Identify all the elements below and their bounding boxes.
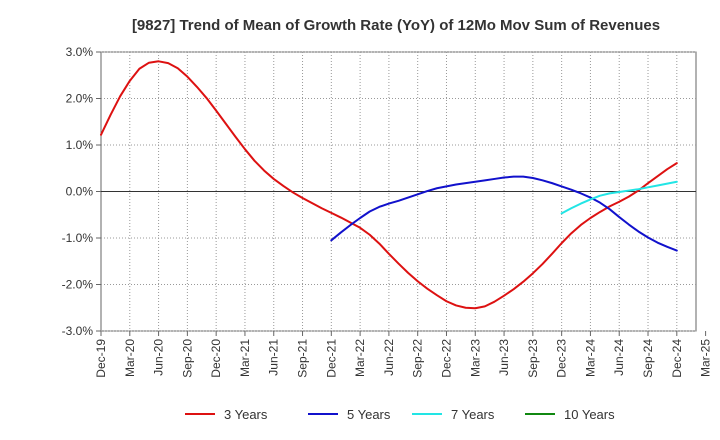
legend-label: 10 Years xyxy=(564,407,615,422)
series-layer xyxy=(100,60,678,310)
x-tick-label: Dec-23 xyxy=(555,339,569,378)
chart-title: [9827] Trend of Mean of Growth Rate (YoY… xyxy=(132,17,660,34)
x-tick-label: Mar-23 xyxy=(468,339,482,377)
x-tick-label: Mar-20 xyxy=(123,339,137,377)
x-tick-label: Jun-24 xyxy=(612,339,626,376)
series-line-5-years xyxy=(330,175,678,252)
x-tick-label: Mar-24 xyxy=(583,339,597,377)
y-axis: 3.0% 2.0% 1.0% 0.0% -1.0% -2.0% -3.0% xyxy=(62,45,101,338)
x-tick-label: Dec-19 xyxy=(94,339,108,378)
x-tick-label: Mar-22 xyxy=(353,339,367,377)
x-tick-label: Jun-22 xyxy=(382,339,396,376)
y-tick-label: 3.0% xyxy=(66,45,94,59)
x-tick-label: Dec-21 xyxy=(324,339,338,378)
legend-label: 7 Years xyxy=(451,407,495,422)
series-line-7-years xyxy=(560,180,678,215)
y-tick-label: -3.0% xyxy=(62,324,94,338)
x-tick-label: Dec-24 xyxy=(670,339,684,378)
x-tick-label: Mar-21 xyxy=(238,339,252,377)
x-tick-label: Sep-22 xyxy=(411,339,425,378)
y-tick-label: 0.0% xyxy=(66,185,94,199)
x-tick-label: Jun-23 xyxy=(497,339,511,376)
x-tick-label: Jun-20 xyxy=(152,339,166,376)
x-axis: Dec-19 Mar-20 Jun-20 Sep-20 Dec-20 Mar-21 Jun-… xyxy=(94,331,713,378)
legend-label: 5 Years xyxy=(347,407,391,422)
y-tick-label: 2.0% xyxy=(66,92,94,106)
x-tick-label: Dec-20 xyxy=(209,339,223,378)
x-tick-label: Dec-22 xyxy=(439,339,453,378)
x-tick-label: Sep-20 xyxy=(180,339,194,378)
y-tick-label: 1.0% xyxy=(66,138,94,152)
x-tick-label: Jun-21 xyxy=(267,339,281,376)
legend: 3 Years 5 Years 7 Years 10 Years xyxy=(185,407,615,422)
x-tick-label: Sep-24 xyxy=(641,339,655,378)
x-tick-label: Sep-21 xyxy=(296,339,310,378)
grid xyxy=(101,51,696,332)
x-tick-label: Sep-23 xyxy=(526,339,540,378)
legend-label: 3 Years xyxy=(224,407,268,422)
x-tick-label: Mar-25 xyxy=(699,339,713,377)
y-tick-label: -1.0% xyxy=(62,231,94,245)
series-line-3-years xyxy=(100,60,678,310)
y-tick-label: -2.0% xyxy=(62,278,94,292)
